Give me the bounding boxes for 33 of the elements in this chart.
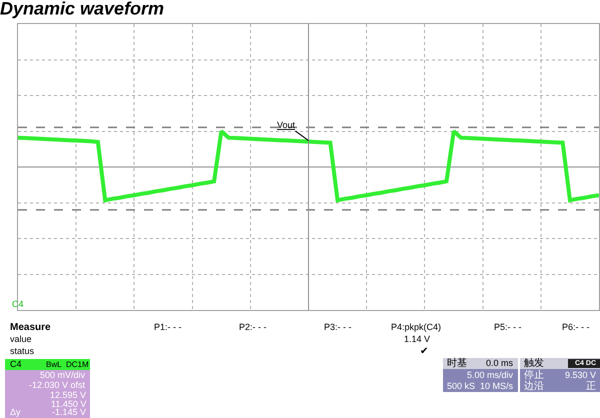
text: 9.530 V — [565, 370, 596, 380]
text: C4 — [12, 299, 24, 309]
text: P6:- - - — [562, 322, 590, 332]
text: P5:- - - — [494, 322, 522, 332]
text: 12.595 V — [50, 390, 86, 400]
text: 正 — [586, 381, 596, 392]
text: Measure — [10, 322, 52, 333]
text: P3:- - - — [324, 322, 352, 332]
text: 时基 — [447, 357, 467, 369]
text: -1.145 V — [52, 407, 86, 417]
text: status — [10, 346, 35, 356]
text: 1.14 V — [404, 334, 430, 344]
text: 5.00 ms/div — [467, 370, 514, 380]
text: DC1M — [66, 360, 90, 369]
text: value — [10, 334, 32, 344]
text: 11.450 V — [51, 399, 86, 409]
text: -12.030 V ofst — [29, 380, 86, 390]
text: 10 MS/s — [480, 381, 514, 391]
text: 停止 — [524, 369, 544, 381]
text: BwL — [46, 360, 62, 369]
text: 500 kS — [447, 381, 476, 391]
annotation: Vout — [277, 120, 296, 130]
text: 500 mV/div — [40, 370, 86, 380]
chart-title: Dynamic waveform — [0, 0, 164, 19]
text: 触发 — [524, 358, 544, 369]
text: C4 — [10, 359, 22, 369]
text: P2:- - - — [239, 322, 267, 332]
text: P4:pkpk(C4) — [391, 322, 442, 332]
text: Δy — [10, 407, 22, 417]
text: ✔ — [420, 346, 428, 357]
text: 边沿 — [524, 380, 544, 392]
text: 0.0 ms — [486, 358, 514, 368]
text: P1:- - - — [154, 322, 182, 332]
